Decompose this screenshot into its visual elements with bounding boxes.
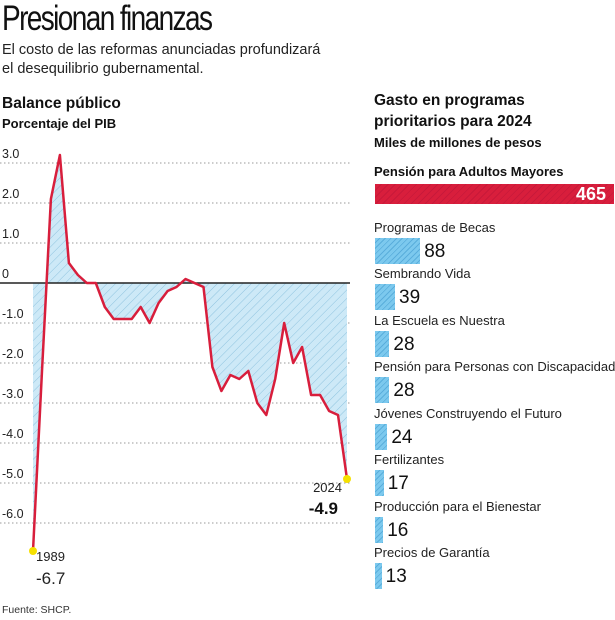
bar (375, 516, 384, 543)
bar (375, 184, 614, 204)
line-chart-title: Balance público (2, 95, 121, 112)
source-note: Fuente: SHCP. (2, 604, 72, 616)
bar (375, 563, 382, 589)
bar-value-label: 17 (387, 473, 409, 494)
annotation-end-value: -4.9 (309, 499, 338, 518)
y-tick-label: -2.0 (2, 347, 24, 361)
bar-value-label: 28 (393, 333, 415, 355)
y-tick-label: -4.0 (2, 427, 24, 441)
y-tick-label: 1.0 (2, 227, 19, 241)
bar-chart-subtitle: Miles de millones de pesos (374, 135, 542, 150)
bar (375, 470, 384, 496)
bar (375, 377, 390, 403)
y-tick-label: -6.0 (2, 507, 24, 521)
y-tick-label: 3.0 (2, 147, 19, 161)
subtitle-line-1: El costo de las reformas anunciadas prof… (2, 42, 321, 58)
bar-category-label: Sembrando Vida (374, 266, 471, 281)
bar-category-label: Fertilizantes (374, 452, 445, 467)
annotation-start-value: -6.7 (36, 569, 65, 588)
bar-category-label: Jóvenes Construyendo el Futuro (374, 405, 562, 421)
bar-category-label: Precios de Garantía (374, 545, 490, 560)
bar-value-label: 465 (576, 184, 607, 204)
bar-value-label: 39 (399, 287, 421, 308)
bar (375, 237, 421, 264)
bar-value-label: 88 (424, 240, 446, 262)
bar-value-label: 24 (391, 426, 413, 448)
y-tick-label: 2.0 (2, 187, 19, 201)
y-tick-label: -5.0 (2, 467, 24, 481)
balance-series-line (31, 153, 349, 552)
annotation-start-year: 1989 (36, 549, 65, 564)
bar-category-label: La Escuela es Nuestra (374, 312, 505, 328)
page-title: Presionan finanzas (2, 0, 213, 38)
y-tick-label: -1.0 (2, 307, 24, 321)
bar (375, 284, 396, 310)
bar-value-label: 28 (393, 380, 415, 401)
bar (375, 330, 390, 357)
balance-line-chart: 3.02.01.00-1.0-2.0-3.0-4.0-5.0-6.0 1989 … (0, 147, 351, 588)
y-tick-label: -3.0 (2, 387, 24, 401)
bar-category-label: Pensión para Personas con Discapacidad (374, 359, 615, 374)
bar-value-label: 16 (387, 519, 409, 541)
endpoint-marker (343, 475, 351, 483)
subtitle-line-2: el desequilibrio gubernamental. (2, 61, 204, 77)
annotation-end-year: 2024 (313, 480, 342, 495)
bar-category-label: Programas de Becas (374, 219, 496, 235)
line-chart-subtitle: Porcentaje del PIB (2, 116, 117, 131)
bar-value-label: 13 (385, 566, 407, 587)
bar-chart-title-line-1: Gasto en programas (374, 92, 525, 109)
bar (375, 423, 388, 450)
bar-category-label: Producción para el Bienestar (374, 498, 541, 514)
bar-chart-title-line-2: prioritarios para 2024 (374, 113, 532, 130)
y-tick-label: 0 (2, 267, 9, 281)
endpoint-marker (29, 547, 37, 555)
bar-category-label: Pensión para Adultos Mayores (374, 164, 564, 179)
